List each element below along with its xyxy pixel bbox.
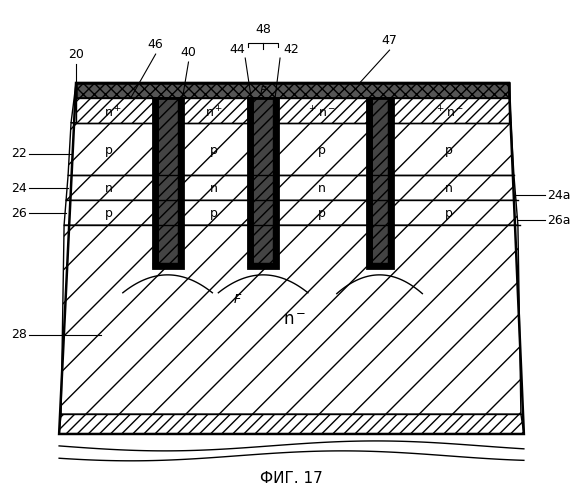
Bar — [273, 98, 278, 268]
Text: 20: 20 — [68, 48, 84, 61]
Text: 28: 28 — [12, 328, 27, 341]
Text: n: n — [318, 182, 326, 195]
Polygon shape — [61, 225, 521, 414]
Text: 46: 46 — [148, 38, 164, 51]
Text: 47: 47 — [382, 34, 398, 47]
Text: p: p — [445, 206, 453, 220]
Bar — [253, 98, 273, 268]
Text: p: p — [210, 206, 217, 220]
Text: $^+$n$^-$: $^+$n$^-$ — [435, 105, 464, 120]
Text: 40: 40 — [180, 46, 197, 59]
Text: 26: 26 — [12, 206, 27, 220]
Bar — [248, 98, 253, 268]
Text: 42: 42 — [283, 43, 299, 56]
Text: n$^+$: n$^+$ — [104, 105, 122, 120]
Bar — [372, 98, 388, 268]
Text: ФИГ. 17: ФИГ. 17 — [260, 471, 322, 486]
Text: 22: 22 — [12, 147, 27, 160]
Text: p: p — [318, 206, 326, 220]
Bar — [76, 98, 152, 122]
Text: 24a: 24a — [546, 189, 570, 202]
Bar — [388, 98, 392, 268]
Text: p: p — [210, 144, 217, 157]
Text: $^+$n$^-$: $^+$n$^-$ — [307, 105, 336, 120]
Polygon shape — [59, 414, 524, 434]
Text: n$^-$: n$^-$ — [283, 310, 307, 328]
Bar — [367, 98, 372, 268]
Text: F: F — [233, 293, 241, 306]
Bar — [152, 263, 183, 268]
Text: p: p — [445, 144, 453, 157]
Text: 26a: 26a — [546, 214, 570, 226]
Polygon shape — [71, 83, 511, 122]
Polygon shape — [64, 200, 518, 225]
Bar — [367, 263, 392, 268]
Bar — [152, 98, 158, 268]
Bar — [392, 98, 509, 122]
Text: n: n — [210, 182, 217, 195]
Bar — [158, 98, 178, 268]
Text: 48: 48 — [255, 23, 271, 36]
Text: 24: 24 — [12, 182, 27, 195]
Text: p: p — [105, 206, 113, 220]
Text: 44: 44 — [229, 43, 245, 56]
Text: p: p — [105, 144, 113, 157]
Bar — [248, 98, 278, 268]
Text: n: n — [445, 182, 453, 195]
Bar — [278, 98, 367, 122]
Text: p: p — [318, 144, 326, 157]
Bar — [178, 98, 183, 268]
Polygon shape — [76, 83, 509, 98]
Bar — [152, 98, 183, 268]
Text: n: n — [105, 182, 113, 195]
Bar — [183, 98, 248, 122]
Text: F: F — [260, 86, 267, 96]
Bar — [367, 98, 392, 268]
Polygon shape — [66, 176, 516, 201]
Bar — [248, 263, 278, 268]
Polygon shape — [68, 122, 514, 176]
Text: n$^+$: n$^+$ — [205, 105, 223, 120]
